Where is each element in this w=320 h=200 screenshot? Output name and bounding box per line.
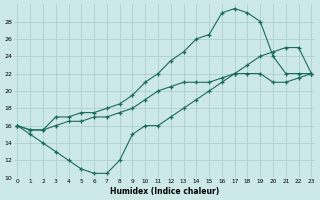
X-axis label: Humidex (Indice chaleur): Humidex (Indice chaleur) (110, 187, 219, 196)
